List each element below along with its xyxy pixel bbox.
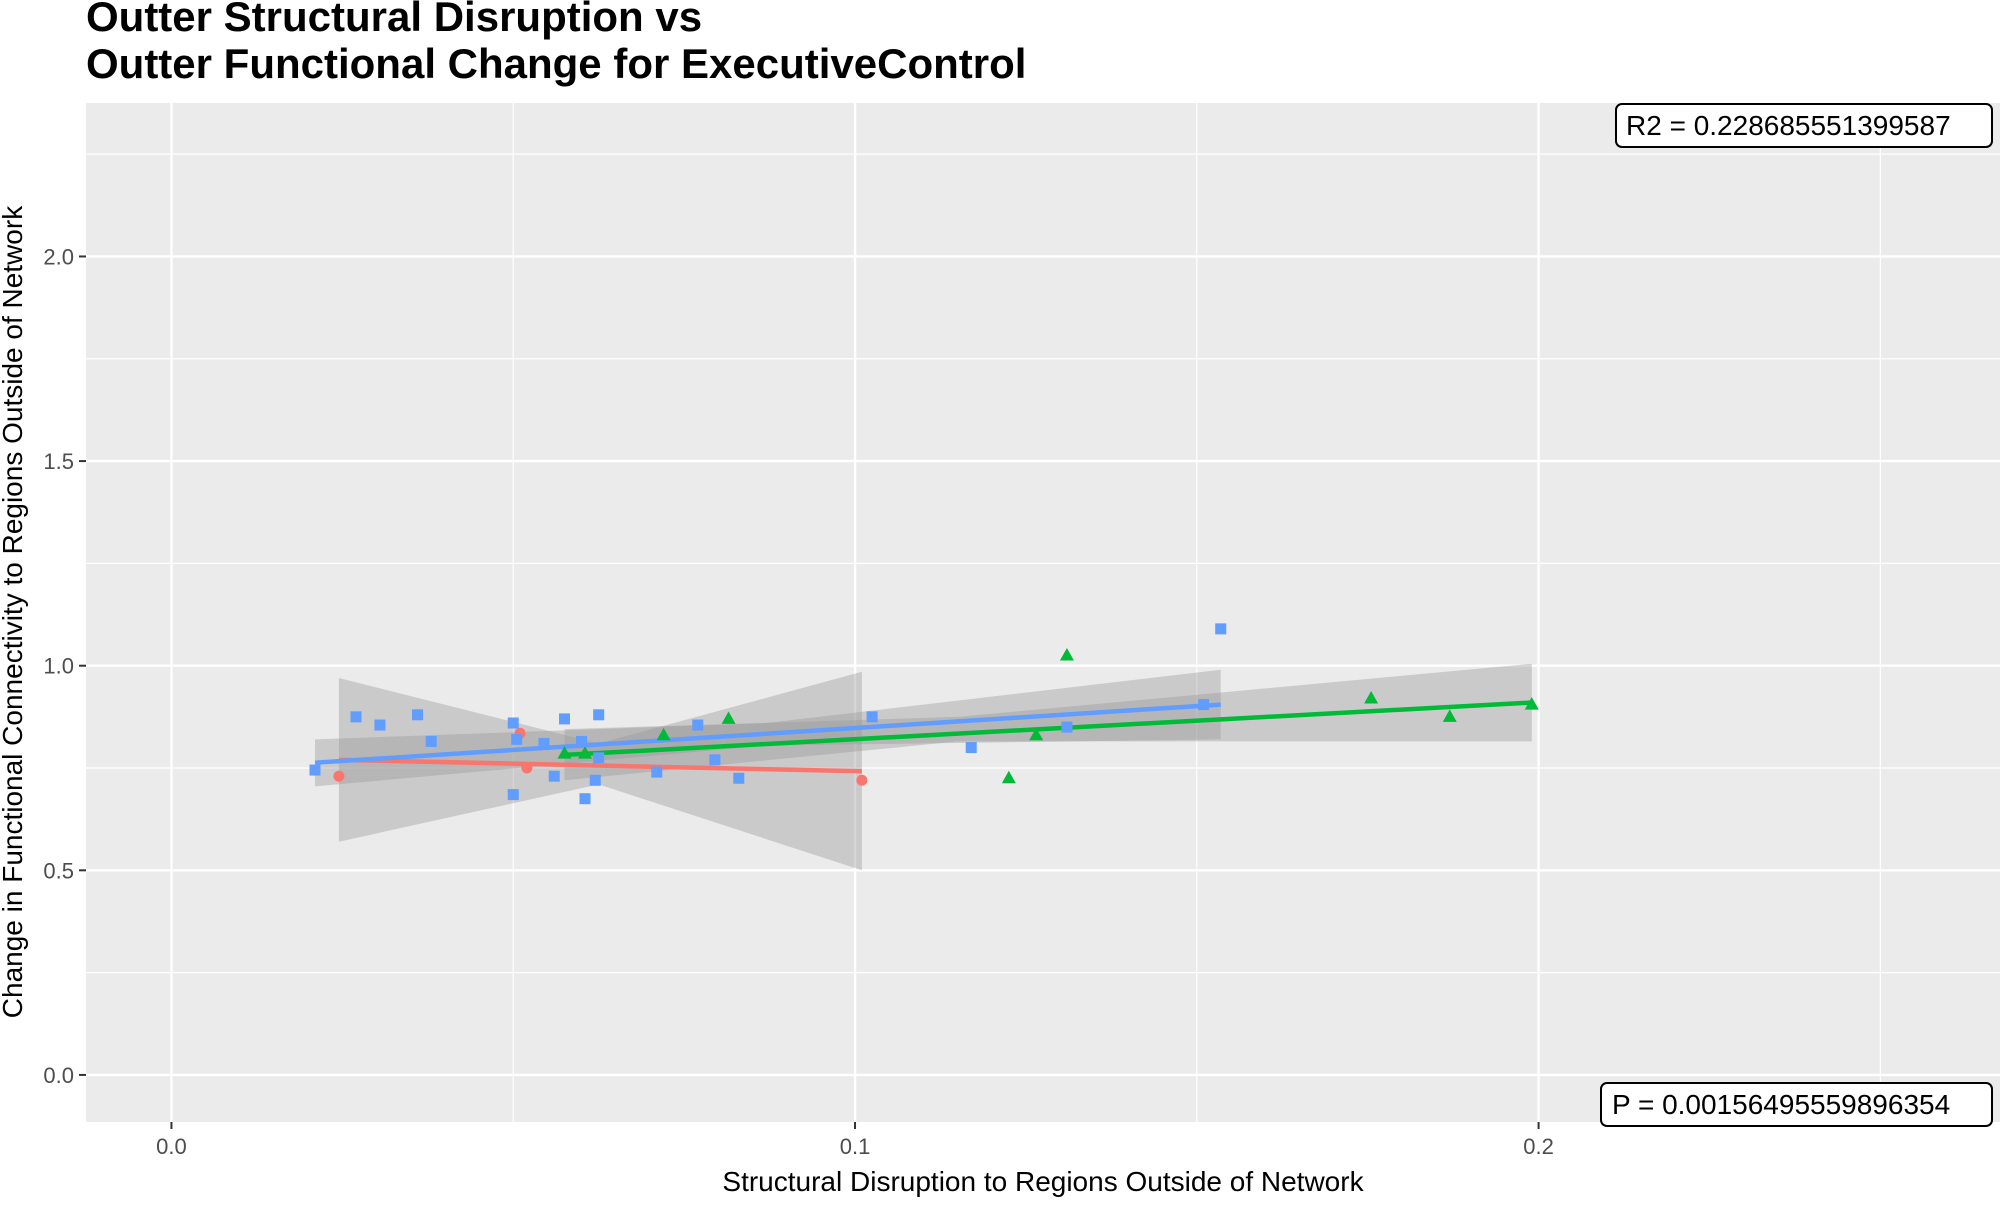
data-point-square	[350, 711, 362, 723]
data-point-triangle	[557, 746, 572, 759]
data-points	[309, 623, 1539, 805]
y-axis-title: Change in Functional Connectivity to Reg…	[0, 205, 28, 1018]
data-point-square	[593, 752, 605, 764]
data-point-square	[709, 754, 721, 766]
data-point-square	[412, 709, 424, 721]
data-point-triangle	[1029, 727, 1044, 741]
data-point-square	[559, 713, 570, 725]
chart-title: Outter Structural Disruption vs Outter F…	[86, 0, 1026, 87]
data-point-square	[309, 764, 321, 776]
y-tick-label: 1.5	[43, 449, 74, 474]
regression-line-1	[338, 757, 862, 774]
data-point-triangle	[1442, 709, 1457, 722]
regression-lines	[314, 700, 1532, 774]
data-point-square	[651, 766, 663, 778]
r2-annotation: R2 = 0.228685551399587	[1615, 103, 1993, 148]
data-point-triangle	[656, 727, 671, 741]
chart-title-line-2: Outter Functional Change for ExecutiveCo…	[86, 40, 1026, 87]
data-point-triangle	[578, 746, 593, 759]
axis-ticks: 0.0 0.1 0.2 0.0 0.5 1.0 1.5 2.0	[43, 244, 1553, 1159]
data-point-square	[576, 735, 588, 747]
data-point-square	[1061, 721, 1073, 733]
data-point-circle	[521, 762, 533, 774]
data-point-triangle	[721, 711, 736, 724]
data-point-square	[1215, 623, 1227, 635]
p-value-annotation: P = 0.00156495559896354	[1600, 1082, 1993, 1127]
data-point-square	[692, 719, 704, 731]
data-point-square	[511, 733, 523, 745]
y-tick-label: 0.5	[43, 858, 74, 883]
data-point-triangle	[1524, 697, 1539, 710]
data-point-square	[579, 793, 591, 805]
data-point-circle	[333, 770, 345, 782]
chart-title-line-1: Outter Structural Disruption vs	[86, 0, 702, 40]
r2-label-box	[1615, 103, 1993, 148]
x-axis-title: Structural Disruption to Regions Outside…	[722, 1166, 1364, 1197]
data-point-square	[538, 737, 550, 749]
data-point-triangle	[1001, 770, 1016, 784]
data-point-square	[507, 717, 519, 729]
x-tick-label: 0.1	[840, 1134, 871, 1159]
data-point-triangle	[1059, 647, 1074, 661]
confidence-ribbon-2	[564, 663, 1532, 781]
y-tick-label: 2.0	[43, 244, 74, 269]
data-point-circle	[856, 774, 868, 786]
regression-line-2	[564, 700, 1532, 758]
data-point-square	[965, 742, 977, 754]
data-point-square	[866, 711, 878, 723]
y-tick-label: 1.0	[43, 654, 74, 679]
confidence-ribbon-3	[315, 669, 1221, 787]
data-point-square	[593, 709, 605, 721]
data-point-square	[589, 774, 601, 786]
data-point-square	[733, 772, 745, 784]
gridlines	[86, 103, 2000, 1122]
data-point-square	[507, 789, 519, 801]
p-value-label-box	[1600, 1082, 1993, 1127]
data-point-square	[548, 770, 560, 782]
data-point-square	[1198, 699, 1210, 711]
y-tick-label: 0.0	[43, 1063, 74, 1088]
regression-line-3	[314, 702, 1221, 765]
data-point-square	[425, 735, 437, 747]
r2-label: R2 = 0.228685551399587	[1626, 110, 1951, 141]
p-value-label: P = 0.00156495559896354	[1612, 1089, 1950, 1120]
data-point-square	[374, 719, 386, 731]
data-point-triangle	[1364, 690, 1379, 704]
plot-panel	[86, 103, 2000, 1122]
x-tick-label: 0.0	[156, 1134, 187, 1159]
x-tick-label: 0.2	[1523, 1134, 1554, 1159]
